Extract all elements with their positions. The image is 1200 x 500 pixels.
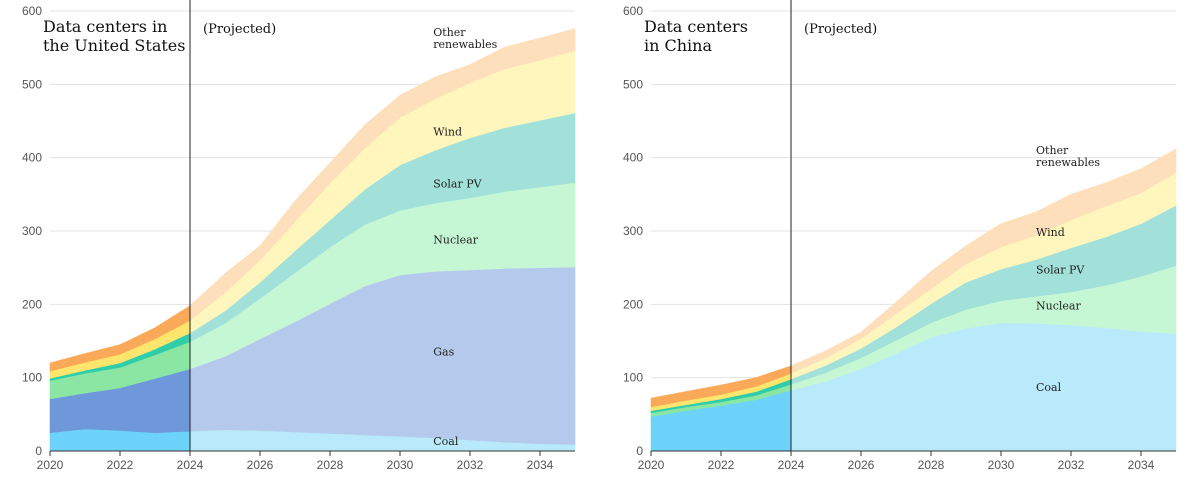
china-chart-title: in China: [644, 36, 712, 55]
china-series-label-wind: Wind: [1036, 226, 1065, 239]
us-x-tick-label: 2028: [317, 458, 344, 472]
china-y-tick-label: 400: [623, 151, 643, 165]
china-x-tick-label: 2022: [708, 458, 735, 472]
china-y-tick-label: 100: [623, 371, 643, 385]
us-series-label-solar-pv: Solar PV: [433, 178, 482, 191]
us-series-label-wind: Wind: [433, 126, 462, 139]
china-series-label-solar-pv: Solar PV: [1036, 264, 1085, 277]
us-x-tick-label: 2032: [457, 458, 484, 472]
china-chart-title: Data centers: [644, 17, 748, 36]
china-x-tick-label: 2026: [848, 458, 875, 472]
china-x-tick-label: 2020: [638, 458, 665, 472]
us-x-tick-label: 2026: [247, 458, 274, 472]
us-series-label-nuclear: Nuclear: [433, 233, 478, 246]
us-series-label-other-renewables: renewables: [433, 38, 497, 51]
us-x-tick-label: 2020: [37, 458, 64, 472]
us-y-tick-label: 200: [22, 297, 42, 311]
us-y-tick-label: 100: [22, 371, 42, 385]
china-x-tick-label: 2030: [988, 458, 1015, 472]
china-series-label-coal: Coal: [1036, 381, 1062, 394]
us-chart-title: the United States: [43, 36, 185, 55]
china-x-tick-label: 2028: [918, 458, 945, 472]
us-x-tick-label: 2034: [527, 458, 554, 472]
china-y-tick-label: 300: [623, 224, 643, 238]
us-other-renewables-area-projected: [189, 28, 576, 322]
china-chart-panel: 2020 2022 2024 2026 2028 2030 2032 2034 0 100 200 3…: [623, 0, 1177, 472]
us-y-tick-label: 0: [35, 444, 42, 458]
china-series-label-other-renewables: Other: [1036, 144, 1069, 157]
china-series-label-nuclear: Nuclear: [1036, 299, 1081, 312]
us-series-label-other-renewables: Other: [433, 26, 466, 39]
china-projected-annotation: (Projected): [804, 22, 877, 37]
china-y-tick-label: 200: [623, 297, 643, 311]
china-x-tick-label: 2034: [1128, 458, 1155, 472]
us-x-tick-label: 2022: [107, 458, 134, 472]
us-y-tick-label: 500: [22, 77, 42, 91]
us-x-tick-label: 2030: [387, 458, 414, 472]
china-y-tick-label: 500: [623, 77, 643, 91]
us-y-tick-label: 300: [22, 224, 42, 238]
us-chart-title: Data centers in: [43, 17, 167, 36]
us-series-label-gas: Gas: [433, 346, 454, 359]
china-y-tick-label: 0: [636, 444, 643, 458]
us-y-tick-label: 600: [22, 4, 42, 18]
us-projected-annotation: (Projected): [203, 22, 276, 37]
us-x-tick-label: 2024: [177, 458, 204, 472]
us-chart-panel: 2020 2022 2024 2026 2028 2030 2032 2034 0 100 200 3…: [22, 0, 576, 472]
china-y-tick-label: 600: [623, 4, 643, 18]
china-x-tick-label: 2032: [1058, 458, 1085, 472]
us-y-tick-label: 400: [22, 151, 42, 165]
china-series-label-other-renewables: renewables: [1036, 156, 1100, 169]
us-series-label-coal: Coal: [433, 435, 459, 448]
china-x-tick-label: 2024: [778, 458, 805, 472]
china-other-renewables-area-projected: [790, 148, 1177, 374]
